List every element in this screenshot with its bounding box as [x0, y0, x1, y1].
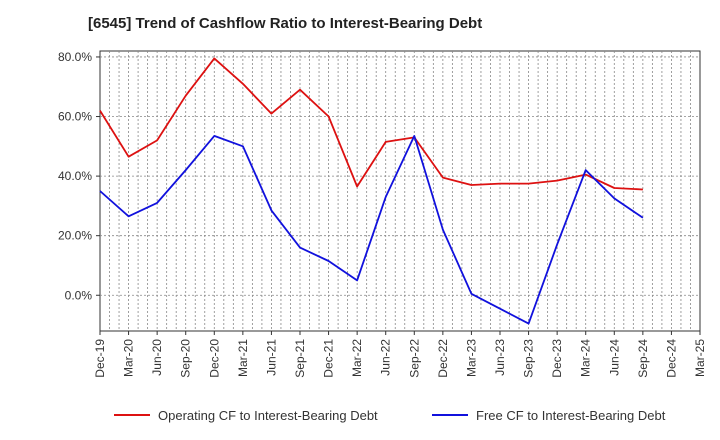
y-tick-label: 60.0%	[58, 110, 92, 124]
y-tick-label: 20.0%	[58, 229, 92, 243]
x-tick-label: Dec-21	[322, 339, 336, 378]
legend-label-free-cf: Free CF to Interest-Bearing Debt	[476, 407, 666, 423]
legend-item-operating-cf: Operating CF to Interest-Bearing Debt	[114, 405, 378, 425]
x-tick-label: Jun-20	[150, 339, 164, 376]
y-tick-label: 0.0%	[65, 288, 93, 302]
x-tick-label: Jun-21	[264, 339, 278, 376]
x-tick-label: Dec-19	[93, 339, 107, 378]
x-tick-label: Jun-23	[493, 339, 507, 376]
x-tick-label: Jun-24	[607, 339, 621, 376]
x-tick-label: Mar-21	[236, 339, 250, 377]
y-tick-label: 40.0%	[58, 169, 92, 183]
chart-title: [6545] Trend of Cashflow Ratio to Intere…	[88, 15, 483, 32]
x-tick-label: Dec-24	[664, 339, 678, 378]
legend-item-free-cf: Free CF to Interest-Bearing Debt	[432, 405, 665, 425]
x-tick-label: Mar-25	[693, 339, 707, 377]
x-axis-ticks: Dec-19 Mar-20 Jun-20 Sep-20 Dec-20 Mar-21 Jun-…	[93, 331, 707, 378]
x-tick-label: Mar-23	[464, 339, 478, 377]
series-line-free-cf	[99, 134, 644, 325]
x-tick-label: Jun-22	[379, 339, 393, 376]
plot-area	[99, 50, 701, 332]
y-axis-ticks: 80.0% 60.0% 40.0% 20.0% 0.0%	[58, 50, 100, 302]
x-tick-label: Sep-20	[179, 339, 193, 378]
x-tick-label: Dec-20	[207, 339, 221, 378]
x-tick-label: Mar-22	[350, 339, 364, 377]
x-tick-label: Sep-24	[636, 339, 650, 378]
series-line-operating-cf	[99, 57, 643, 191]
y-tick-label: 80.0%	[58, 50, 92, 64]
x-tick-label: Dec-23	[550, 339, 564, 378]
x-tick-label: Sep-23	[522, 339, 536, 378]
x-tick-label: Mar-24	[579, 339, 593, 377]
legend-swatch-free-cf	[432, 414, 468, 416]
series-lines	[99, 57, 644, 325]
x-tick-label: Sep-21	[293, 339, 307, 378]
x-tick-label: Dec-22	[436, 339, 450, 378]
x-tick-label: Sep-22	[407, 339, 421, 378]
x-tick-label: Mar-20	[122, 339, 136, 377]
legend-label-operating-cf: Operating CF to Interest-Bearing Debt	[158, 407, 378, 423]
grid-lines	[100, 51, 700, 331]
legend-swatch-operating-cf	[114, 414, 150, 416]
